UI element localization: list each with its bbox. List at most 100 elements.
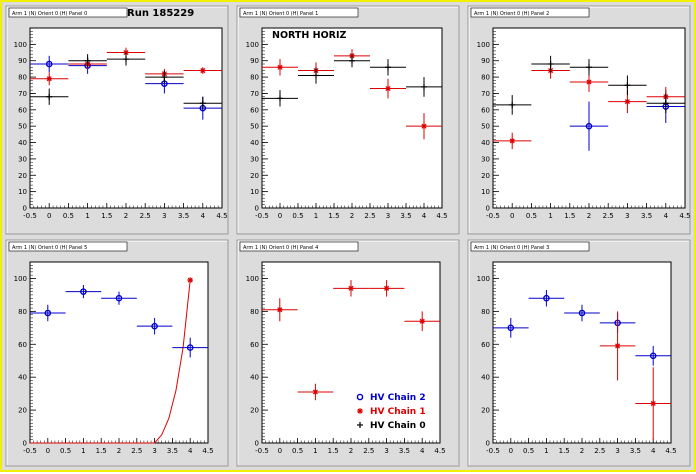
pad-title: Arm 1 (N) Orient 0 (H) Panel 4 [243, 245, 318, 251]
y-tick-label: 60 [18, 341, 27, 349]
data-point [543, 294, 550, 302]
data-point [586, 64, 592, 71]
y-tick-label: 30 [250, 155, 259, 163]
data-point [84, 57, 91, 64]
x-tick-label: 4 [664, 212, 669, 220]
y-tick-label: 70 [481, 90, 490, 98]
y-tick-label: 40 [18, 139, 27, 147]
x-tick-label: 0 [278, 447, 282, 455]
pad-title: Arm 1 (N) Orient 0 (H) Panel 0 [12, 11, 87, 17]
plot-area [29, 261, 209, 444]
y-tick-label: 80 [18, 308, 27, 316]
y-tick-label: 20 [481, 407, 490, 415]
x-tick-label: 1.5 [101, 212, 112, 220]
x-tick-label: 1 [313, 447, 317, 455]
y-tick-label: 40 [481, 374, 490, 382]
chart-panel-0: Arm 1 (N) Orient 0 (H) Panel 0-0.5 0 0.5 1 1… [5, 5, 229, 235]
y-tick-label: 100 [246, 41, 259, 49]
y-tick-label: 60 [250, 341, 259, 349]
y-tick-label: 90 [481, 57, 490, 65]
pad-title: Arm 1 (N) Orient 0 (H) Panel 3 [474, 245, 549, 251]
legend: HV Chain 2 HV Chain 1 HV Chain 0 [356, 393, 426, 431]
data-point [586, 79, 592, 85]
x-tick-label: 0.5 [526, 212, 537, 220]
x-tick-label: 2.5 [364, 212, 375, 220]
data-point [650, 400, 656, 407]
data-point [421, 123, 427, 129]
y-tick-label: 80 [250, 308, 259, 316]
series-hv-chain-1 [262, 280, 440, 401]
y-axis: 0 10 20 30 40 50 60 70 80 90 100 [246, 27, 268, 213]
x-tick-label: 1.5 [328, 447, 339, 455]
data-point [277, 64, 283, 71]
y-tick-label: 0 [486, 440, 490, 448]
x-tick-label: 0.5 [63, 212, 74, 220]
series-hv-chain-1 [599, 311, 671, 440]
y-tick-label: 100 [477, 275, 490, 283]
pad-title: Arm 1 (N) Orient 0 (H) Panel 5 [12, 245, 87, 251]
x-tick-label: 3 [384, 447, 388, 455]
x-tick-label: 2 [349, 447, 353, 455]
x-axis: -0.5 0 0.5 1 1.5 2 2.5 3 3.5 4 4.5 [255, 438, 446, 455]
y-tick-label: 60 [481, 106, 490, 114]
y-tick-label: 40 [250, 374, 259, 382]
x-tick-label: 1 [314, 212, 318, 220]
pad-title-box [470, 241, 590, 252]
x-tick-label: 3 [615, 447, 619, 455]
data-point [509, 101, 516, 108]
data-point [186, 344, 194, 351]
y-axis: 0 20 40 60 80 100 [477, 261, 499, 448]
x-tick-label: -0.5 [486, 447, 500, 455]
data-point [419, 318, 425, 325]
x-tick-label: 1.5 [564, 212, 575, 220]
pad-title-box [8, 241, 128, 252]
x-tick-label: 2.5 [603, 212, 614, 220]
chart-panel-1: Arm 1 (N) Orient 0 (H) Panel 1-0.5 0 0.5 1 1… [236, 5, 460, 235]
x-tick-label: 2 [587, 212, 591, 220]
x-tick-label: 4.5 [436, 212, 447, 220]
legend-marker [356, 393, 364, 401]
x-tick-label: 3.5 [630, 447, 641, 455]
pad-title-box [470, 7, 590, 18]
x-tick-label: 1.5 [96, 447, 107, 455]
x-tick-label: 2.5 [363, 447, 374, 455]
x-tick-label: -0.5 [255, 447, 269, 455]
y-tick-label: 90 [250, 57, 259, 65]
x-tick-label: 4.5 [679, 212, 690, 220]
legend-label: HV Chain 1 [370, 407, 426, 417]
data-point [614, 343, 621, 349]
x-tick-label: 0.5 [292, 212, 303, 220]
x-tick-label: 3.5 [178, 212, 189, 220]
x-tick-label: 2 [124, 212, 128, 220]
chart-panel-4: Arm 1 (N) Orient 0 (H) Panel 4-0.5 0 0.5 1 1… [236, 239, 460, 467]
y-tick-label: 20 [250, 407, 259, 415]
y-tick-label: 10 [481, 188, 490, 196]
y-tick-label: 0 [255, 205, 259, 213]
y-tick-label: 80 [250, 74, 259, 82]
x-tick-label: 4.5 [216, 212, 227, 220]
x-tick-label: 1.5 [559, 447, 570, 455]
y-tick-label: 10 [250, 188, 259, 196]
x-tick-label: 4 [420, 447, 425, 455]
pad-title: Arm 1 (N) Orient 0 (H) Panel 2 [474, 11, 549, 17]
x-tick-label: 1 [548, 212, 552, 220]
x-tick-label: -0.5 [23, 447, 37, 455]
y-tick-label: 0 [255, 440, 259, 448]
x-tick-label: 1.5 [328, 212, 339, 220]
data-point [46, 93, 53, 100]
series-hv-chain-0 [262, 54, 442, 107]
y-tick-label: 40 [250, 139, 259, 147]
y-tick-label: 40 [481, 139, 490, 147]
x-tick-label: 4.5 [434, 447, 445, 455]
data-point [385, 85, 391, 92]
x-tick-label: 1 [544, 447, 548, 455]
x-tick-label: 4 [651, 447, 656, 455]
y-tick-label: 70 [18, 90, 27, 98]
y-tick-label: 50 [18, 123, 27, 131]
x-tick-label: 3 [625, 212, 629, 220]
x-tick-label: 1 [81, 447, 85, 455]
data-point [385, 64, 391, 71]
y-tick-label: 100 [14, 41, 27, 49]
data-point [45, 60, 53, 68]
